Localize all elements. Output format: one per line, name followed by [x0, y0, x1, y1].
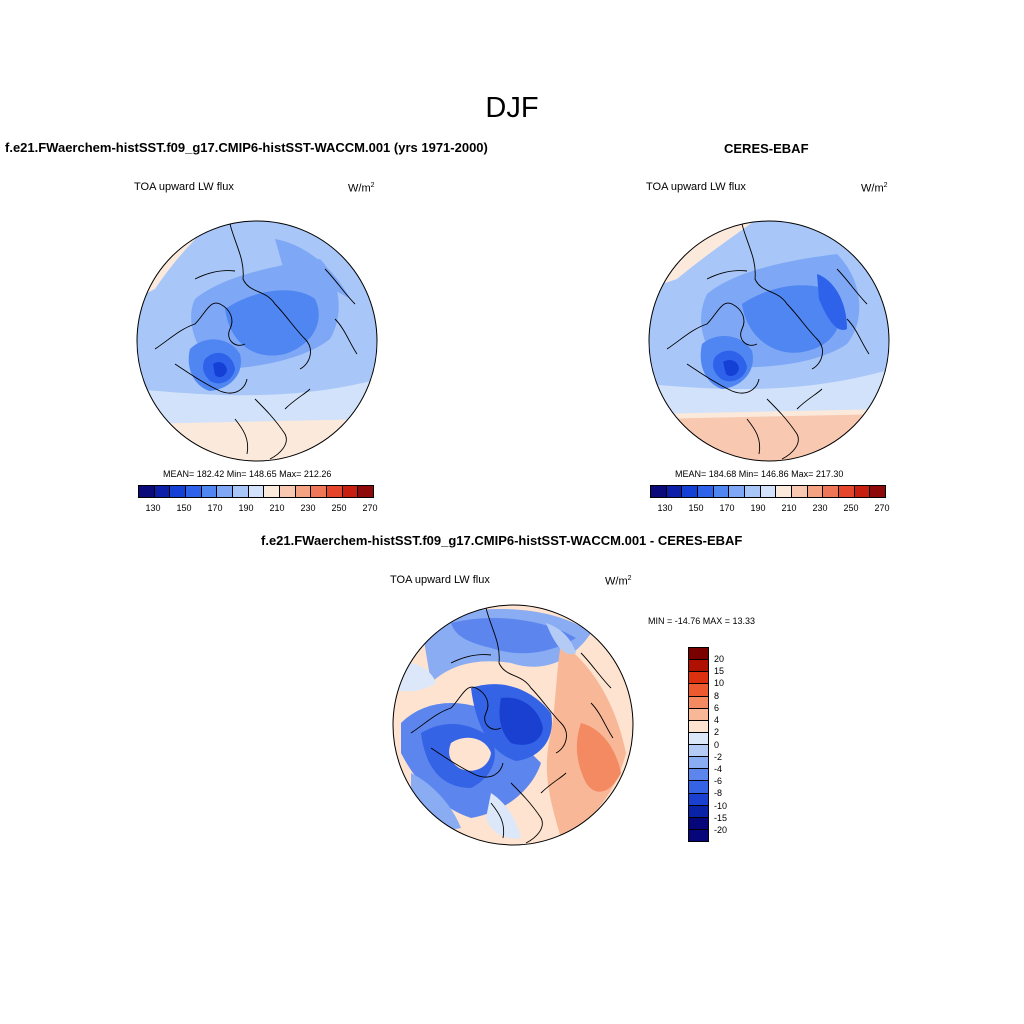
- model-panel-title: f.e21.FWaerchem-histSST.f09_g17.CMIP6-hi…: [5, 140, 488, 155]
- model-tick: 250: [331, 503, 347, 513]
- diff-tick: 20: [714, 654, 725, 664]
- model-tick: 210: [269, 503, 285, 513]
- model-tick: 270: [362, 503, 378, 513]
- diff-tick: -10: [714, 801, 728, 811]
- obs-colorbar: [650, 485, 886, 498]
- diff-variable-label: TOA upward LW flux: [390, 574, 490, 586]
- obs-tick: 250: [843, 503, 859, 513]
- obs-panel-title: CERES-EBAF: [724, 141, 809, 156]
- obs-polar-map: [648, 220, 890, 462]
- diff-tick: 10: [714, 678, 725, 688]
- obs-tick: 170: [719, 503, 735, 513]
- model-stats: MEAN= 182.42 Min= 148.65 Max= 212.26: [163, 469, 332, 479]
- obs-tick: 210: [781, 503, 797, 513]
- diff-tick: -15: [714, 813, 728, 823]
- diff-tick: 4: [714, 715, 720, 725]
- obs-stats: MEAN= 184.68 Min= 146.86 Max= 217.30: [675, 469, 844, 479]
- obs-tick: 190: [750, 503, 766, 513]
- diff-tick: 2: [714, 727, 720, 737]
- obs-tick: 270: [874, 503, 890, 513]
- model-polar-map: [136, 220, 378, 462]
- diff-tick: -20: [714, 825, 728, 835]
- model-variable-label: TOA upward LW flux: [134, 181, 234, 193]
- obs-tick: 150: [688, 503, 704, 513]
- diff-tick: 8: [714, 691, 720, 701]
- diff-tick: -8: [714, 788, 723, 798]
- season-title: DJF: [485, 92, 539, 124]
- obs-variable-label: TOA upward LW flux: [646, 181, 746, 193]
- diff-tick: 6: [714, 703, 720, 713]
- model-tick: 150: [176, 503, 192, 513]
- model-units-label: W/m2: [348, 182, 375, 195]
- model-tick: 170: [207, 503, 223, 513]
- model-tick: 130: [145, 503, 161, 513]
- diff-polar-map: [392, 604, 634, 846]
- obs-units-label: W/m2: [861, 182, 888, 195]
- diff-tick: 0: [714, 740, 720, 750]
- diff-panel-title: f.e21.FWaerchem-histSST.f09_g17.CMIP6-hi…: [261, 533, 743, 548]
- diff-tick: -6: [714, 776, 723, 786]
- model-tick: 190: [238, 503, 254, 513]
- model-colorbar: [138, 485, 374, 498]
- diff-tick: -2: [714, 752, 723, 762]
- diff-colorbar: [688, 647, 709, 842]
- diff-units-label: W/m2: [605, 575, 632, 588]
- diff-tick: -4: [714, 764, 723, 774]
- diff-tick: 15: [714, 666, 725, 676]
- model-tick: 230: [300, 503, 316, 513]
- obs-tick: 230: [812, 503, 828, 513]
- diff-stats: MIN = -14.76 MAX = 13.33: [648, 616, 756, 626]
- obs-tick: 130: [657, 503, 673, 513]
